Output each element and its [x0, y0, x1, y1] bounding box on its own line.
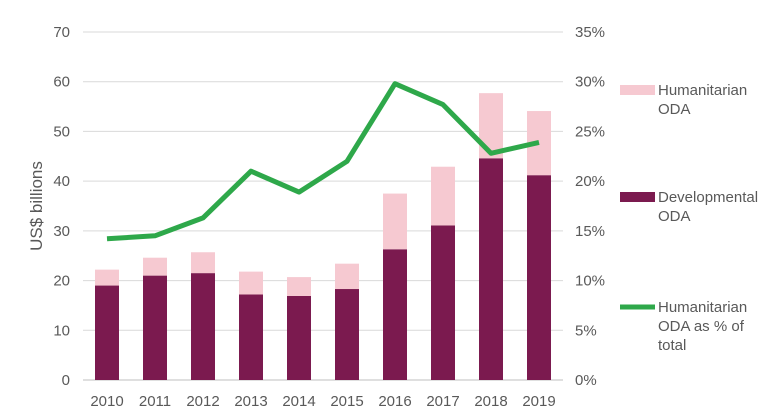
- legend-label: ODA: [658, 208, 691, 225]
- y2-tick-label: 35%: [575, 24, 605, 41]
- x-tick-label: 2012: [186, 393, 219, 410]
- y-tick-label: 50: [53, 123, 70, 140]
- legend-label: total: [658, 337, 686, 354]
- y2-tick-label: 10%: [575, 273, 605, 290]
- y2-tick-label: 30%: [575, 74, 605, 91]
- x-tick-label: 2017: [426, 393, 459, 410]
- x-tick-label: 2010: [90, 393, 123, 410]
- percent-line: [106, 81, 540, 242]
- legend-label: ODA as % of: [658, 318, 745, 335]
- developmental-oda-bar: [191, 273, 215, 380]
- developmental-oda-bar: [479, 158, 503, 380]
- y2-tick-label: 20%: [575, 173, 605, 190]
- developmental-oda-bar: [527, 175, 551, 380]
- y-tick-label: 40: [53, 173, 70, 190]
- right-axis-ticks: 0% 5% 10% 15% 20% 25% 30% 35%: [575, 24, 605, 389]
- humanitarian-oda-bar: [143, 257, 167, 276]
- developmental-oda-bar: [383, 249, 407, 380]
- legend-label: Humanitarian: [658, 82, 747, 99]
- left-axis-ticks: 0 10 20 30 40 50 60 70: [53, 24, 70, 389]
- legend: Humanitarian ODA Developmental ODA Humanitar…: [620, 82, 758, 354]
- x-tick-label: 2015: [330, 393, 363, 410]
- x-tick-label: 2013: [234, 393, 267, 410]
- y-axis-title: US$ billions: [27, 161, 46, 251]
- x-tick-label: 2019: [522, 393, 555, 410]
- legend-label: Developmental: [658, 189, 758, 206]
- y2-tick-label: 25%: [575, 123, 605, 140]
- bars: [95, 93, 551, 380]
- legend-swatch: [620, 85, 655, 95]
- humanitarian-oda-bar: [335, 263, 359, 290]
- humanitarian-oda-bar: [95, 269, 119, 286]
- y2-tick-label: 0%: [575, 372, 597, 389]
- y2-tick-label: 15%: [575, 223, 605, 240]
- developmental-oda-bar: [239, 294, 263, 380]
- x-tick-label: 2014: [282, 393, 315, 410]
- developmental-oda-bar: [143, 275, 167, 380]
- percent-line-path: [106, 81, 540, 242]
- developmental-oda-bar: [335, 289, 359, 380]
- legend-label: ODA: [658, 101, 691, 118]
- humanitarian-oda-bar: [191, 252, 215, 274]
- y2-tick-label: 5%: [575, 322, 597, 339]
- y-tick-label: 10: [53, 322, 70, 339]
- humanitarian-oda-bar: [239, 271, 263, 295]
- legend-label: Humanitarian: [658, 299, 747, 316]
- y-tick-label: 0: [62, 372, 70, 389]
- y-tick-label: 30: [53, 223, 70, 240]
- legend-swatch: [620, 192, 655, 202]
- x-tick-label: 2016: [378, 393, 411, 410]
- humanitarian-oda-bar: [383, 193, 407, 250]
- y-tick-label: 70: [53, 24, 70, 41]
- x-tick-label: 2011: [139, 393, 171, 410]
- humanitarian-oda-bar: [479, 93, 503, 159]
- y-tick-label: 20: [53, 273, 70, 290]
- humanitarian-oda-bar: [431, 166, 455, 226]
- x-tick-label: 2018: [474, 393, 507, 410]
- y-tick-label: 60: [53, 74, 70, 91]
- humanitarian-oda-bar: [287, 277, 311, 296]
- developmental-oda-bar: [287, 295, 311, 380]
- x-axis-ticks: 2010 2011 2012 2013 2014 2015 2016 2017 2018 2019: [90, 393, 555, 410]
- developmental-oda-bar: [95, 285, 119, 380]
- developmental-oda-bar: [431, 225, 455, 380]
